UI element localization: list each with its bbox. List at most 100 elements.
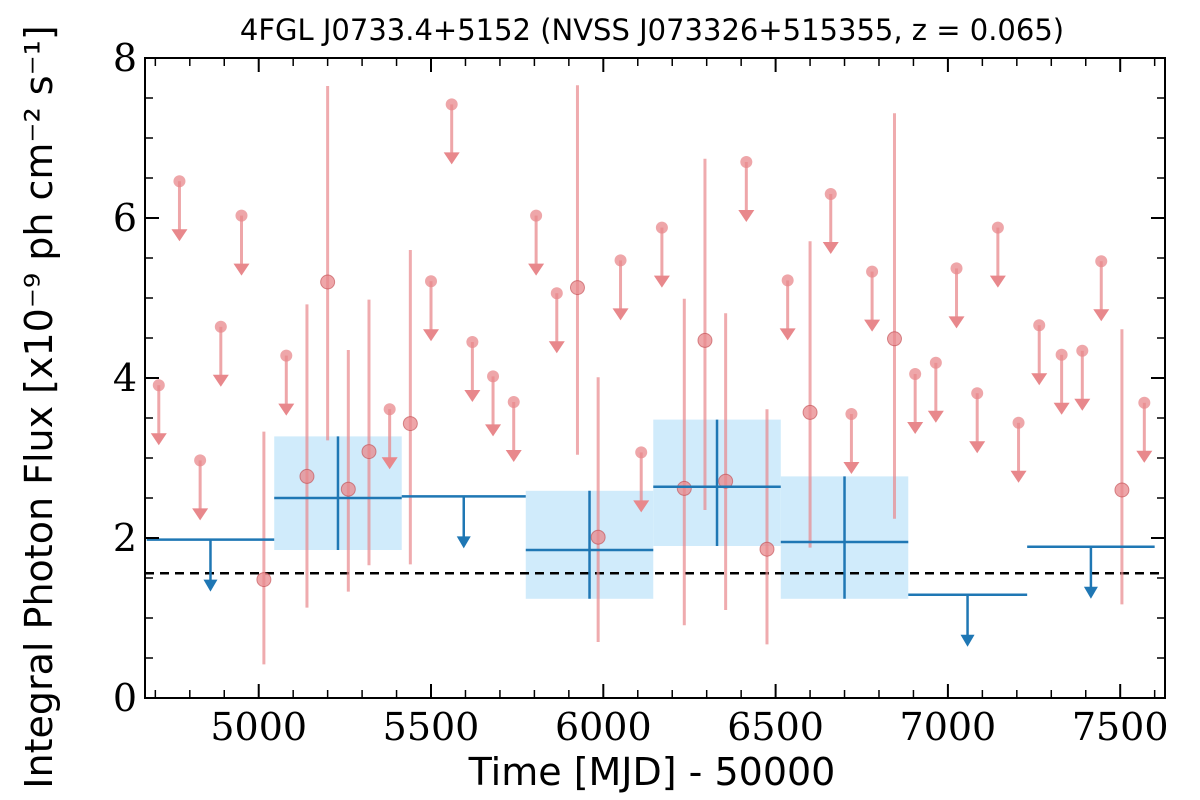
short-bin-upper-limit-arrow: [927, 410, 944, 423]
y-tick-label: 4: [113, 356, 137, 400]
short-bin-upper-limit-point: [950, 262, 963, 275]
short-bin-upper-limit-arrow: [1074, 398, 1091, 411]
short-bin-detection-point: [256, 572, 272, 588]
short-bin-upper-limit-point: [214, 320, 227, 333]
y-tick-label: 2: [113, 516, 137, 560]
short-bin-upper-limit-point: [1095, 255, 1108, 268]
short-bin-upper-limit-point: [929, 356, 942, 369]
short-bin-upper-limit-arrow: [485, 424, 502, 437]
y-tick-label: 8: [113, 36, 137, 80]
short-bin-upper-limit-arrow: [505, 450, 522, 462]
x-tick-label: 7000: [900, 705, 997, 749]
short-bin-upper-limit-point: [909, 368, 922, 380]
short-bin-upper-limit-arrow: [612, 308, 629, 321]
short-bin-upper-limit-arrow: [864, 319, 881, 332]
x-tick-label: 5000: [210, 705, 307, 749]
short-bin-detection-point: [320, 274, 336, 290]
long-bin-upper-limit-arrow: [456, 536, 471, 549]
short-bin-upper-limit-arrow: [443, 152, 460, 165]
short-bin-upper-limit-point: [530, 209, 543, 222]
tick-labels: 5000 5500 6000 6500 7000 7500 0 2 4 6 8: [113, 36, 1169, 749]
short-bin-upper-limit-arrow: [381, 457, 398, 470]
short-bin-upper-limit-arrow: [528, 263, 545, 276]
short-bin-upper-limit-arrow: [1010, 470, 1027, 483]
short-bin-upper-limit-point: [1012, 416, 1025, 429]
short-bin-upper-limit-point: [235, 209, 248, 222]
short-bin-detection-point: [340, 481, 356, 497]
short-bin-upper-limit-point: [152, 379, 165, 392]
short-bin-upper-limit-arrow: [150, 433, 167, 446]
plot-frame: [144, 57, 1166, 699]
short-bin-upper-limit-point: [1138, 396, 1151, 409]
x-axis-label: Time [MJD] - 50000: [468, 750, 836, 794]
short-bin-upper-limit-point: [845, 408, 858, 420]
short-bin-upper-limit-arrow: [843, 462, 860, 474]
short-bin-detection-point: [590, 529, 606, 545]
short-bin-upper-limit-arrow: [779, 328, 796, 341]
x-tick-label: 7500: [1072, 705, 1169, 749]
short-bin-upper-limit-arrow: [1053, 402, 1070, 415]
short-bin-detection-point: [802, 404, 818, 420]
short-bin-upper-limit-arrow: [464, 390, 481, 402]
short-bin-upper-limit-point: [383, 403, 396, 416]
short-bin-upper-limit-point: [425, 275, 438, 288]
short-bin-upper-limit-arrow: [907, 422, 924, 434]
short-bin-upper-limit-arrow: [171, 229, 188, 242]
short-bin-detection-point: [1114, 482, 1130, 498]
short-bin-detection-point: [697, 332, 713, 348]
short-bin-upper-limit-point: [173, 175, 186, 188]
short-bin-upper-limit-arrow: [423, 329, 440, 342]
chart-title: 4FGL J0733.4+5152 (NVSS J073326+515355, …: [240, 13, 1064, 47]
y-axis-label: Integral Photon Flux [x10⁻⁹ ph cm⁻² s⁻¹]: [17, 25, 61, 788]
short-bin-upper-limit-point: [550, 287, 563, 300]
short-bin-upper-limit-point: [655, 221, 668, 234]
long-bin-upper-limit-arrow: [203, 579, 218, 592]
axis-ticks: [145, 57, 1165, 699]
short-bin-upper-limit-point: [507, 396, 520, 408]
short-bin-upper-limit-arrow: [212, 374, 229, 387]
x-tick-label: 6000: [555, 705, 652, 749]
short-bin-detection-point: [718, 473, 734, 489]
short-bin-upper-limit-point: [1055, 348, 1068, 361]
short-bin-upper-limit-point: [1076, 344, 1089, 357]
short-bin-upper-limit-arrow: [192, 508, 209, 521]
short-bin-upper-limit-point: [991, 221, 1004, 234]
short-bin-upper-limit-point: [614, 254, 627, 267]
short-bin-upper-limit-point: [740, 156, 753, 168]
short-bin-upper-limit-arrow: [233, 263, 250, 276]
short-bin-detection-point: [759, 541, 775, 557]
long-bin-upper-limit-arrow: [960, 634, 975, 647]
short-bin-detection-point: [299, 468, 315, 484]
short-bin-upper-limit-point: [824, 188, 837, 200]
short-bin-upper-limit-arrow: [822, 242, 839, 254]
short-bin-upper-limit-arrow: [278, 403, 295, 416]
short-bin-detection-point: [569, 280, 585, 296]
short-bin-upper-limit-arrow: [653, 275, 670, 288]
short-bin-upper-limit-arrow: [948, 316, 965, 329]
short-bin-upper-limit-point: [781, 274, 794, 287]
short-bin-detection-point: [361, 444, 377, 460]
y-tick-label: 6: [113, 196, 137, 240]
x-tick-label: 5500: [383, 705, 480, 749]
short-bin-upper-limit-arrow: [1031, 373, 1048, 386]
short-bin-marks: [150, 85, 1153, 665]
short-bin-upper-limit-point: [487, 370, 500, 383]
x-tick-label: 6500: [727, 705, 824, 749]
short-bin-upper-limit-arrow: [989, 275, 1006, 288]
short-bin-upper-limit-arrow: [738, 210, 755, 222]
long-bin-marks: [146, 419, 1155, 647]
short-bin-upper-limit-point: [466, 336, 479, 348]
short-bin-upper-limit-arrow: [969, 441, 986, 454]
short-bin-upper-limit-point: [866, 265, 879, 278]
short-bin-upper-limit-arrow: [633, 500, 650, 513]
short-bin-upper-limit-point: [280, 349, 293, 362]
short-bin-upper-limit-arrow: [548, 341, 565, 354]
short-bin-upper-limit-arrow: [1093, 309, 1110, 322]
short-bin-upper-limit-arrow: [1136, 450, 1153, 463]
short-bin-upper-limit-point: [445, 98, 458, 111]
short-bin-detection-point: [676, 480, 692, 496]
short-bin-upper-limit-point: [194, 454, 207, 467]
short-bin-upper-limit-point: [1033, 319, 1046, 332]
short-bin-detection-point: [886, 331, 902, 347]
